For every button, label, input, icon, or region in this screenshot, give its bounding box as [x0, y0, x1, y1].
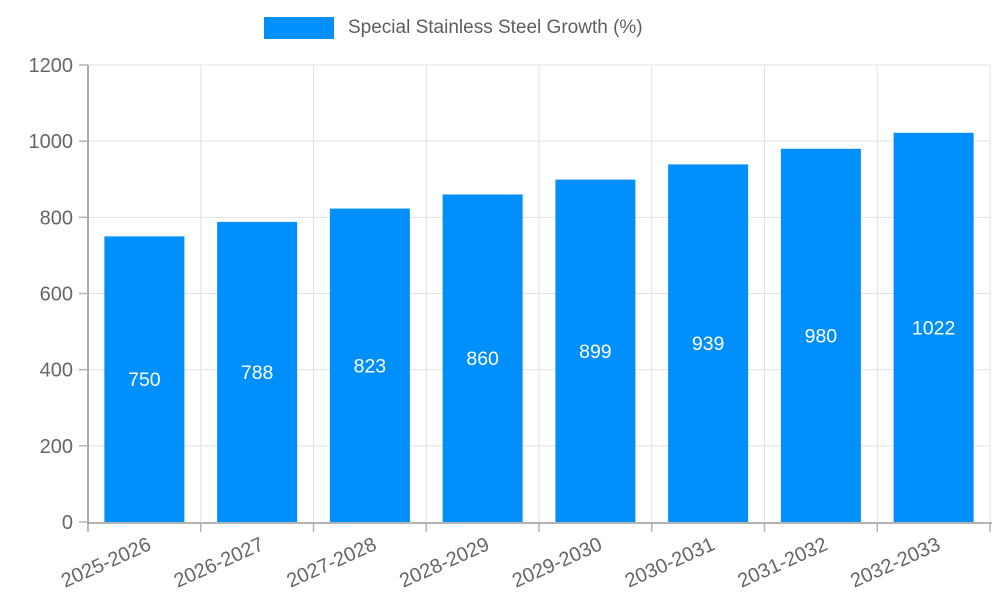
x-tick-label: 2026-2027	[171, 533, 267, 592]
bar	[668, 164, 749, 522]
bar-value-label: 860	[466, 348, 499, 370]
legend-label: Special Stainless Steel Growth (%)	[348, 17, 643, 38]
x-tick-label: 2027-2028	[284, 533, 380, 592]
x-tick-label: 2030-2031	[622, 533, 718, 592]
bar-value-label: 980	[805, 325, 838, 347]
bar	[893, 132, 974, 522]
bar	[104, 236, 185, 522]
y-tick-label: 200	[40, 436, 73, 458]
bar-value-label: 939	[692, 333, 725, 355]
bar-value-label: 823	[354, 355, 387, 377]
bar-value-label: 750	[128, 369, 161, 391]
bar-value-label: 788	[241, 362, 274, 384]
bar-value-label: 1022	[912, 317, 955, 339]
x-tick-label: 2032-2033	[847, 533, 943, 592]
y-tick-label: 1200	[29, 55, 74, 77]
y-tick-label: 0	[62, 512, 73, 534]
legend[interactable]: Special Stainless Steel Growth (%)	[264, 17, 643, 39]
bar	[329, 208, 410, 523]
y-tick-label: 1000	[29, 131, 74, 153]
bar	[217, 221, 298, 523]
bar	[555, 179, 636, 522]
y-tick-label: 600	[40, 284, 73, 306]
bar	[780, 148, 861, 523]
bar-value-label: 899	[579, 341, 612, 363]
bar	[442, 194, 523, 522]
y-tick-label: 800	[40, 207, 73, 229]
x-tick-label: 2031-2032	[735, 533, 831, 592]
legend-swatch	[264, 17, 334, 39]
y-tick-label: 400	[40, 360, 73, 382]
x-tick-label: 2025-2026	[58, 533, 154, 592]
x-tick-label: 2028-2029	[396, 533, 492, 592]
x-tick-label: 2029-2030	[509, 533, 605, 592]
